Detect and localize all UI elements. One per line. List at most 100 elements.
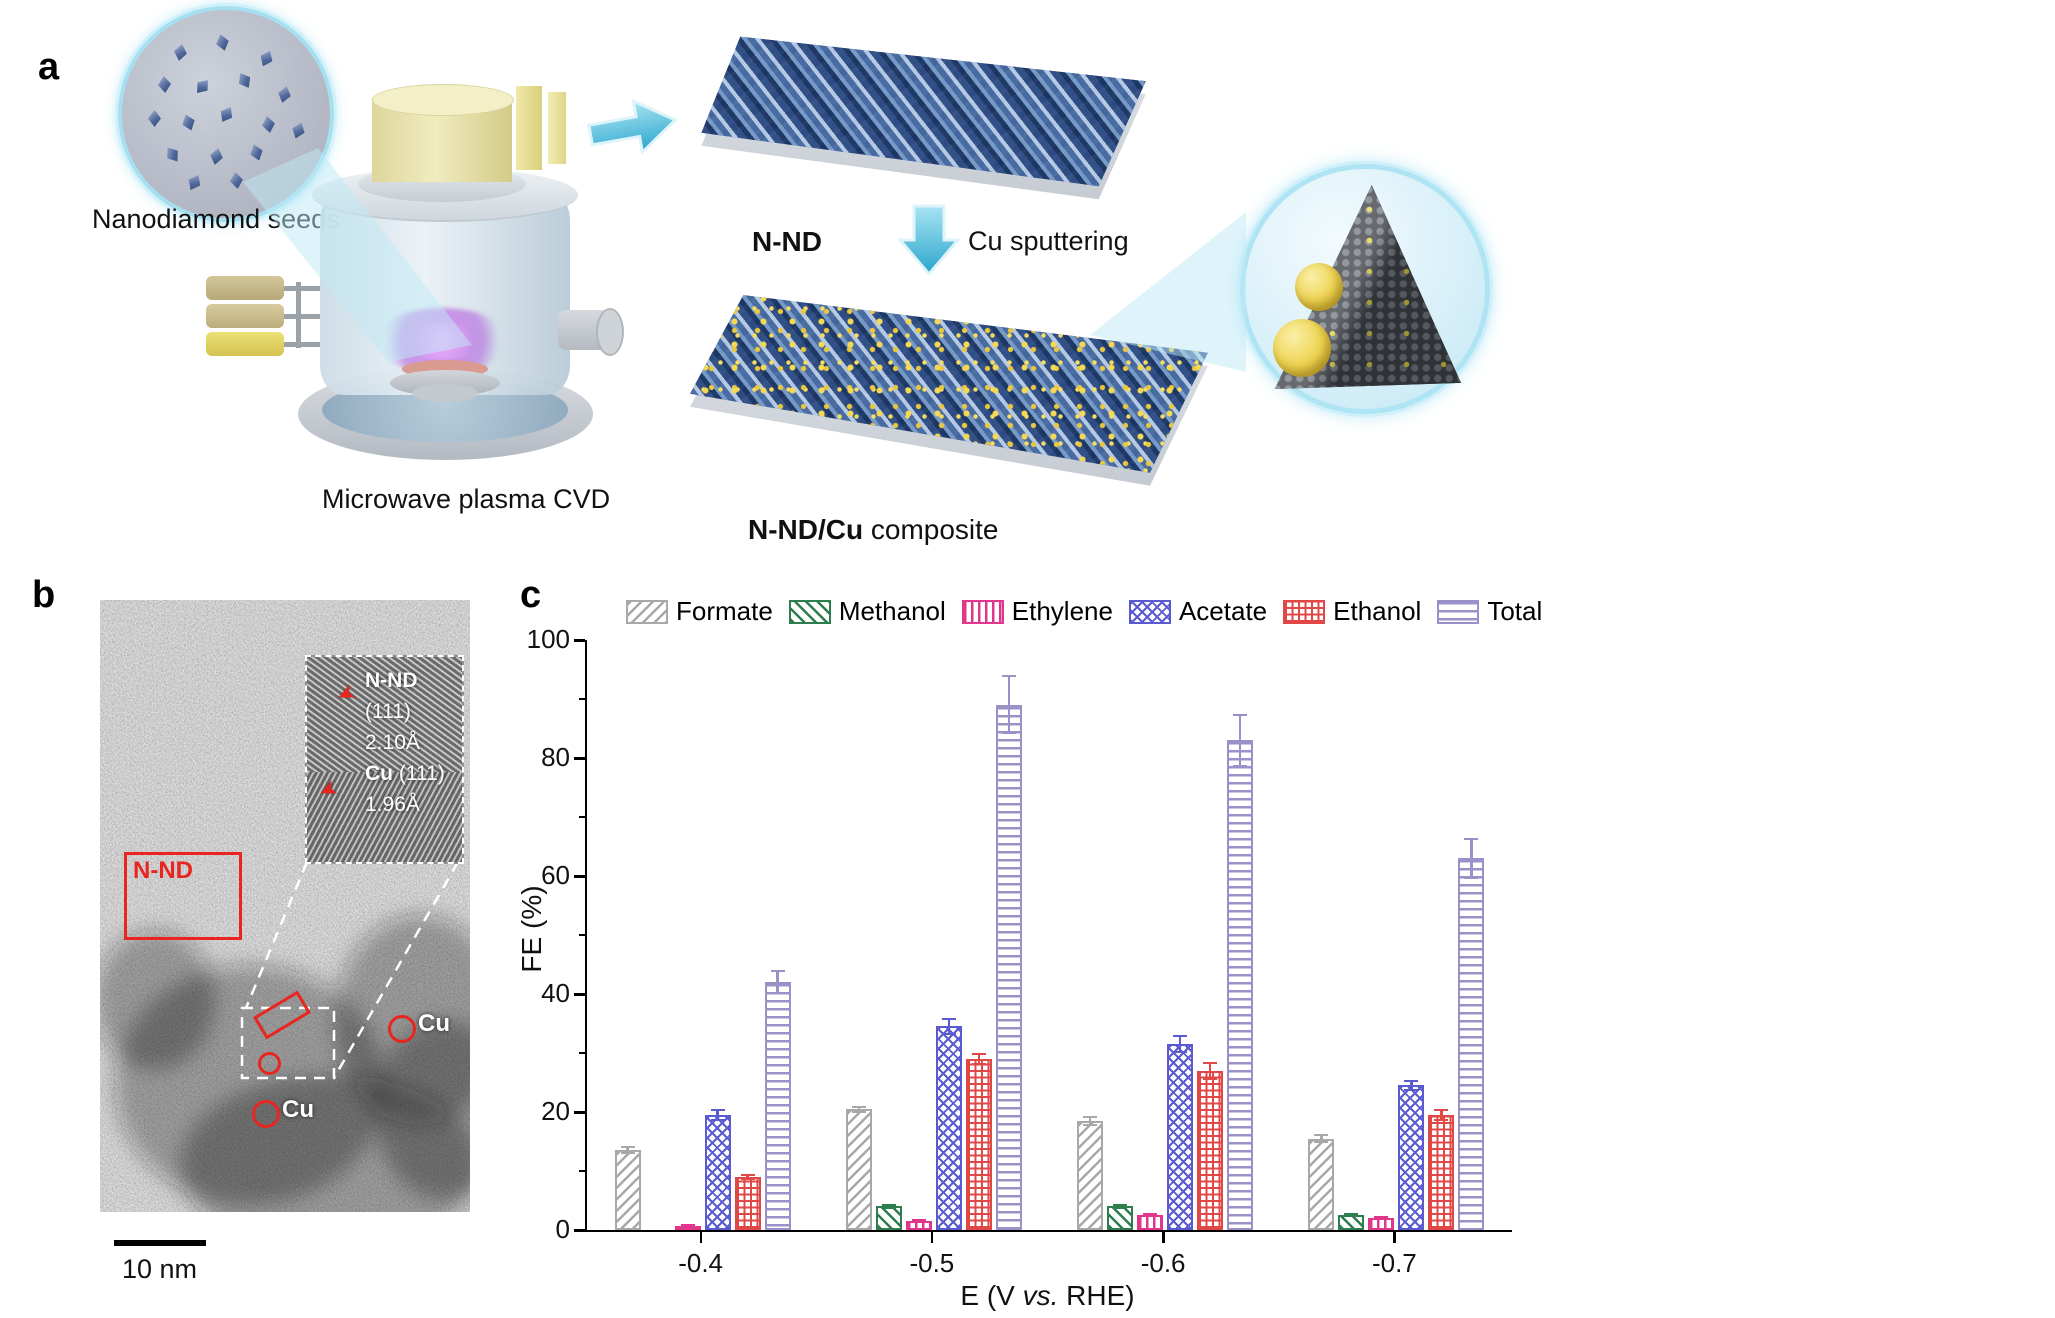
plasma-glow-core xyxy=(404,322,480,360)
bar-slot xyxy=(1428,640,1455,1230)
error-bar xyxy=(1374,1215,1389,1220)
cu-sputtering-arrow-icon xyxy=(896,204,962,277)
cu-plane: (111) xyxy=(393,762,445,785)
nanodiamond-seed xyxy=(235,70,255,91)
legend-swatch xyxy=(788,599,831,624)
bar-group--0.5 xyxy=(818,640,1049,1230)
scale-bar-label: 10 nm xyxy=(122,1254,198,1284)
error-bar xyxy=(1404,1079,1419,1092)
legend-label: Total xyxy=(1487,596,1543,626)
bar-slot xyxy=(1398,640,1425,1230)
waveguide-plate xyxy=(548,92,566,164)
legend-item-acetate: Acetate xyxy=(1128,596,1268,627)
bar-group--0.6 xyxy=(1050,640,1281,1230)
nanodiamond-seed xyxy=(192,76,213,97)
x-tick-label: -0.4 xyxy=(678,1248,724,1278)
composite-label: N-ND/Cu composite xyxy=(748,514,999,546)
gas-inlet-rod xyxy=(284,342,320,347)
legend-swatch xyxy=(1437,599,1480,624)
nanodiamond-seed xyxy=(179,112,197,132)
bar-ethanol--0.4 xyxy=(734,1176,761,1230)
pyramid-inset xyxy=(1240,164,1490,414)
y-tick-label: 0 xyxy=(555,1214,570,1244)
error-bar xyxy=(1113,1204,1128,1209)
gas-inlet-rod xyxy=(284,286,320,291)
bar-slot xyxy=(1308,640,1335,1230)
x-tick xyxy=(930,1232,934,1243)
x-axis-label-pre: E (V xyxy=(960,1280,1023,1311)
cu-lattice-fringes xyxy=(307,771,462,862)
legend-swatch xyxy=(1283,599,1326,624)
cvd-magnetron-top xyxy=(372,84,514,116)
nnd-film-illustration xyxy=(700,26,1148,204)
error-bar xyxy=(881,1204,896,1209)
bar-total--0.7 xyxy=(1458,858,1485,1230)
y-tick-label: 80 xyxy=(541,742,570,772)
bar-slot xyxy=(734,640,761,1230)
x-axis-label: E (V vs. RHE) xyxy=(585,1280,1510,1312)
error-bar xyxy=(1001,675,1016,735)
gas-inlet-frame xyxy=(296,282,301,348)
error-bar xyxy=(770,970,785,994)
nnd-annotation-bold: N-ND xyxy=(365,669,418,692)
cu-sputtering-label: Cu sputtering xyxy=(968,226,1129,256)
cvd-label: Microwave plasma CVD xyxy=(322,484,611,514)
nanodiamond-seed xyxy=(157,75,171,93)
nanodiamond-seed xyxy=(276,85,293,105)
arrow-right-icon xyxy=(587,98,678,156)
tem-image: ➤ ➤ N-ND (111) 2.10Å Cu (111) 1.96Å N-ND… xyxy=(100,600,470,1212)
cu-cluster-sphere xyxy=(1295,263,1343,311)
bar-total--0.4 xyxy=(764,982,791,1230)
bar-slot xyxy=(1227,640,1254,1230)
cu-cluster-sphere xyxy=(1273,319,1331,377)
legend-label: Ethylene xyxy=(1011,596,1113,626)
error-bar xyxy=(1083,1116,1098,1126)
cu-spacing: 1.96Å xyxy=(365,793,420,816)
legend-item-total: Total xyxy=(1437,596,1542,627)
nanodiamond-seed xyxy=(229,171,244,190)
legend-swatch xyxy=(961,599,1004,624)
legend-item-ethanol: Ethanol xyxy=(1283,596,1421,627)
sample-stage-stem xyxy=(412,384,478,402)
bar-ethanol--0.7 xyxy=(1428,1114,1455,1230)
y-tick xyxy=(574,875,585,878)
composite-film-illustration xyxy=(688,282,1210,490)
gas-inlet xyxy=(206,304,284,328)
zoom-callout-lines xyxy=(240,861,460,1080)
error-bar xyxy=(620,1146,635,1155)
bar-acetate--0.6 xyxy=(1167,1044,1194,1230)
panel-c: c Formate Methanol Ethylene Acetate Ethanol T… xyxy=(516,568,1580,1318)
bar-slot xyxy=(674,640,701,1230)
bar-slot xyxy=(1077,640,1104,1230)
bar-formate--0.4 xyxy=(614,1150,641,1230)
legend-label: Acetate xyxy=(1178,596,1268,626)
y-tick-label: 20 xyxy=(541,1096,570,1126)
nnd-crystal-face xyxy=(701,36,1146,187)
nanodiamond-seed xyxy=(208,147,224,166)
nanodiamond-seed xyxy=(257,48,276,69)
composite-crystal-face xyxy=(690,295,1208,473)
nnd-label: N-ND xyxy=(752,226,822,257)
bar-ethanol--0.6 xyxy=(1197,1070,1224,1230)
nanodiamond-seeds-label: Nanodiamond seeds xyxy=(92,204,340,234)
bar-slot xyxy=(995,640,1022,1230)
error-bar xyxy=(941,1017,956,1036)
panel-a-label: a xyxy=(38,46,60,88)
bar-methanol--0.5 xyxy=(875,1206,902,1230)
y-tick xyxy=(574,757,585,760)
cu-particle-circle xyxy=(252,1100,280,1128)
error-bar xyxy=(1464,837,1479,879)
error-bar xyxy=(710,1109,725,1121)
error-bar xyxy=(1434,1109,1449,1121)
error-bar xyxy=(971,1053,986,1065)
zoom-source-circle xyxy=(258,1052,281,1075)
nanodiamond-seed xyxy=(214,33,231,53)
y-tick xyxy=(574,1229,585,1232)
gas-inlet xyxy=(206,276,284,300)
nanodiamond-seed xyxy=(185,172,204,193)
nnd-plane: (111) xyxy=(365,700,411,723)
x-tick-label: -0.7 xyxy=(1371,1248,1417,1278)
plot-area xyxy=(585,640,1512,1232)
x-tick xyxy=(699,1232,703,1243)
